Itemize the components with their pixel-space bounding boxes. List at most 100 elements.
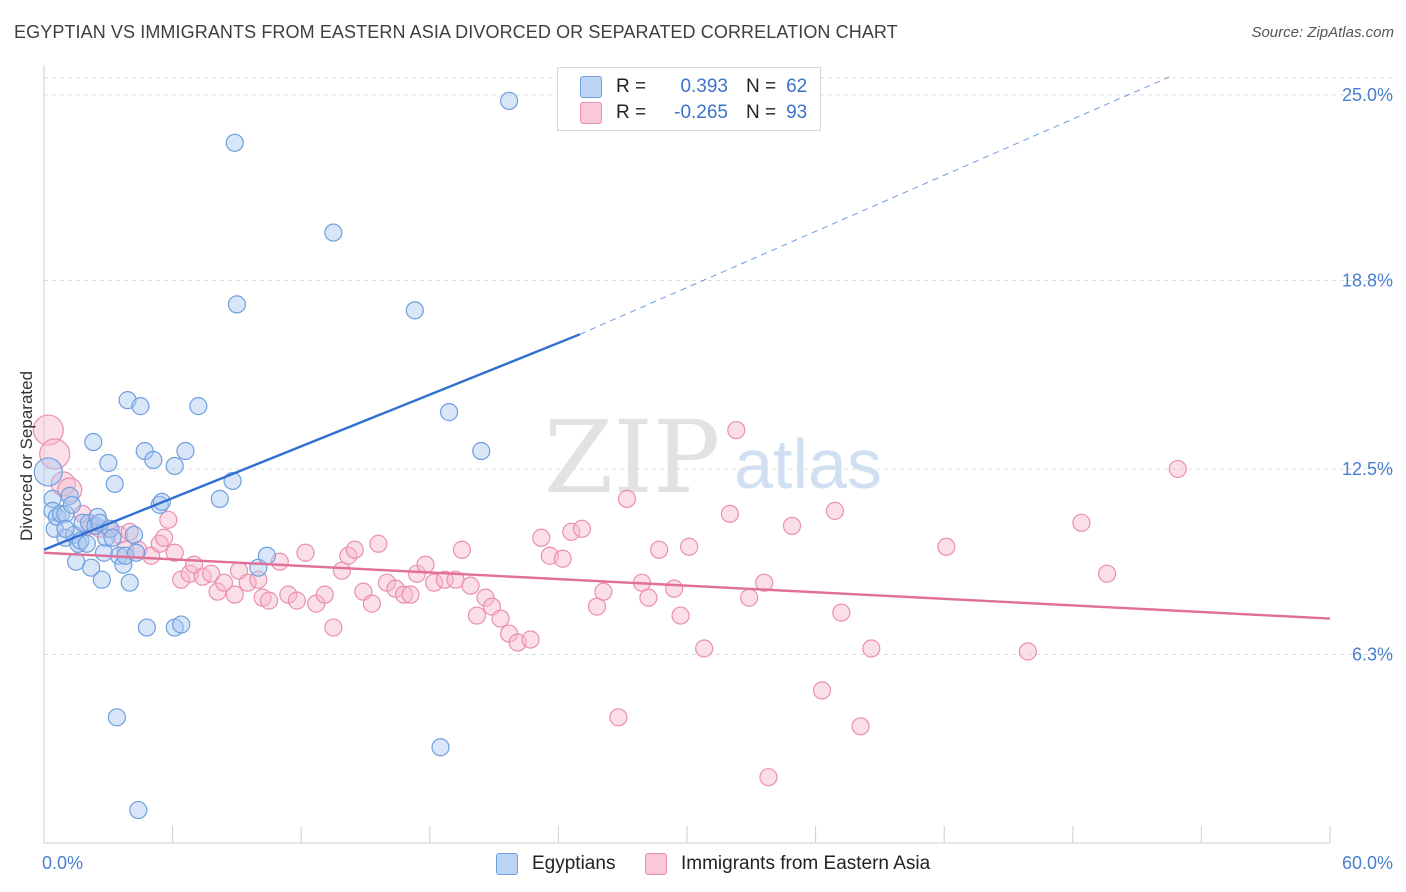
eastern-asia-point [594,582,613,601]
eastern-asia-point [369,534,388,553]
egyptian-point [144,450,163,470]
n-value: 93 [786,102,808,123]
r-label: R = [616,102,647,123]
eastern-asia-point [57,477,83,503]
eastern-asia-point [832,603,851,622]
eastern-asia-point [862,639,881,658]
eastern-asia-point [812,681,832,700]
eastern-asia-point [214,573,234,592]
egyptian-point [227,295,246,314]
eastern-asia-point [467,606,487,625]
legend-label: Immigrants from Eastern Asia [681,853,931,874]
eastern-asia-point [1018,642,1037,661]
r-value: -0.265 [674,102,728,123]
egyptian-point [56,519,75,538]
watermark-atlas: atlas [734,425,882,503]
legend-item-egyptians: Egyptians [496,852,615,876]
egyptian-point [129,800,148,820]
eastern-asia-point [1097,564,1117,583]
egyptian-point [33,457,63,487]
r-value: 0.393 [680,76,728,97]
egyptian-point [56,504,75,523]
egyptian-point [500,91,519,111]
eastern-asia-point [609,708,628,727]
legend-label: Egyptians [532,853,616,874]
egyptian-point [82,558,101,577]
watermark: ZIP atlas [544,399,882,516]
egyptian-point [99,453,118,473]
legend-row-egyptians: R = 0.393 N = 62 [580,75,807,99]
n-label: N = [746,102,777,123]
blue-swatch [580,76,602,98]
egyptian-point [120,573,139,592]
eastern-asia-point [225,585,244,604]
trend-lines [43,76,1331,620]
eastern-asia-point [324,618,343,637]
eastern-asia-point [32,414,64,446]
legend-row-eastern-asia: R = -0.265 N = 93 [580,101,807,125]
pink-swatch [580,102,602,124]
eastern-asia-point [695,639,714,658]
egyptian-point [124,525,144,544]
egyptian-point [324,223,343,242]
egyptian-point [165,456,184,476]
y-axis-title: Divorced or Separated [17,371,36,541]
egyptian-point [172,615,191,634]
egyptian-point [257,546,277,565]
eastern-asia-point [671,606,690,625]
eastern-asia-point [617,489,637,508]
egyptian-point [107,708,126,727]
eastern-asia-point [296,543,315,562]
egyptian-point [210,489,229,508]
eastern-asia-point [39,438,71,470]
eastern-asia-point [461,576,480,595]
y-tick-label: 12.5% [1342,459,1393,479]
egyptian-point [105,474,124,494]
egyptian-point [97,528,116,547]
egyptian-point [137,618,156,637]
eastern-asia-point [1072,513,1091,532]
eastern-asia-point [491,609,510,628]
eastern-asia-point [345,540,364,559]
eastern-asia-point [782,516,802,535]
y-tick-label: 6.3% [1352,644,1393,664]
eastern-asia-point [759,768,778,787]
eastern-asia-point [208,582,227,601]
legend-item-eastern-asia: Immigrants from Eastern Asia [645,852,930,876]
eastern-asia-point [315,585,334,604]
pink-swatch [645,853,667,875]
eastern-asia-trend-line [43,551,1331,620]
scatter-points [32,91,1187,820]
eastern-asia-point [572,519,592,538]
watermark-zip: ZIP [544,399,720,516]
eastern-asia-point [259,591,279,610]
eastern-asia-point [937,537,956,556]
source-label: Source: ZipAtlas.com [1251,24,1394,41]
n-value: 62 [786,76,808,97]
eastern-asia-point [435,570,454,589]
eastern-asia-point [424,573,444,592]
eastern-asia-point [394,585,414,604]
eastern-asia-point [332,561,352,580]
blue-swatch [496,853,518,875]
axes [43,65,1331,844]
eastern-asia-point [1168,459,1187,479]
eastern-asia-point [825,501,844,520]
eastern-asia-point [165,543,184,562]
eastern-asia-point [238,573,257,592]
eastern-asia-point [154,528,174,547]
egyptian-point [77,534,96,553]
eastern-asia-point [720,504,739,523]
egyptian-point [94,543,114,562]
egyptian-point [103,528,122,547]
egyptian-point [62,495,81,514]
eastern-asia-point [665,579,684,598]
egyptian-point [176,441,195,461]
eastern-asia-point [521,630,540,649]
eastern-asia-point [532,528,551,547]
x-tick-label: 60.0% [1342,853,1393,873]
eastern-asia-point [639,588,658,607]
eastern-asia-point [727,420,746,440]
egyptian-point [92,570,111,589]
